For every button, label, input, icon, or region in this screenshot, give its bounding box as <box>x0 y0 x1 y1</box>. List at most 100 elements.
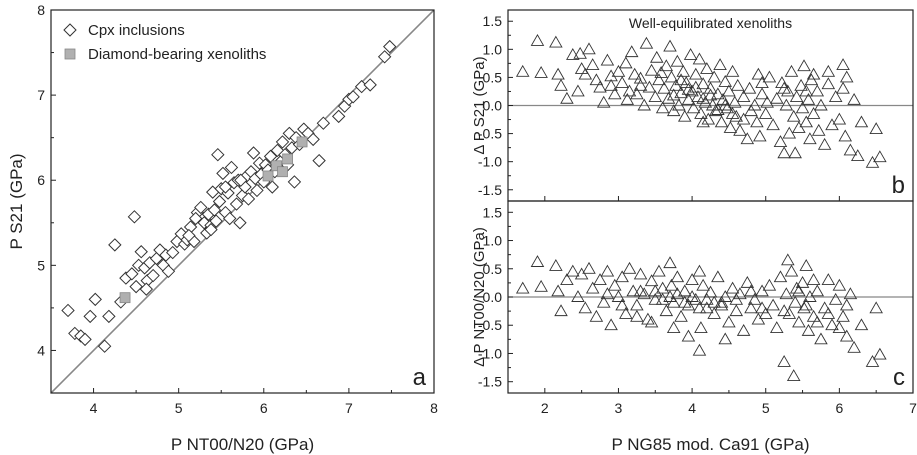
data-point-triangle <box>560 273 574 286</box>
data-point-triangle <box>642 80 657 93</box>
data-point-triangle <box>725 64 740 77</box>
y-tick-label: 4 <box>37 342 45 358</box>
data-point-triangle <box>654 66 668 78</box>
data-point-triangle <box>549 35 563 48</box>
data-point-triangle <box>664 278 679 291</box>
data-point-triangle <box>742 81 757 94</box>
data-point-triangle <box>736 112 751 125</box>
data-point-triangle <box>666 88 681 101</box>
y-tick-label: -0.5 <box>478 126 502 142</box>
data-point-triangle <box>799 259 814 271</box>
y-tick-label: 8 <box>37 2 45 18</box>
data-point-triangle <box>713 58 727 71</box>
data-point-diamond <box>363 78 377 92</box>
data-point-diamond <box>207 203 222 217</box>
data-point-diamond <box>212 194 227 209</box>
data-point-triangle <box>664 70 679 83</box>
plot-frame <box>50 9 435 394</box>
data-point-triangle <box>854 115 869 128</box>
data-point-diamond <box>78 332 92 347</box>
data-point-triangle <box>762 70 777 83</box>
data-point-triangle <box>733 123 747 136</box>
data-point-diamond <box>250 183 264 198</box>
data-point-triangle <box>806 273 821 286</box>
data-point-triangle <box>585 281 600 294</box>
data-point-triangle <box>825 318 839 331</box>
data-point-triangle <box>701 112 716 125</box>
data-point-triangle <box>637 287 652 300</box>
data-point-triangle <box>744 301 758 314</box>
panel-label: b <box>892 172 905 199</box>
data-point-square <box>271 160 282 172</box>
data-point-triangle <box>755 301 769 314</box>
data-point-triangle <box>554 78 568 91</box>
data-point-triangle <box>810 84 825 97</box>
data-point-diamond <box>223 211 237 226</box>
x-tick-label: 5 <box>175 400 183 416</box>
data-point-triangle <box>663 39 677 52</box>
data-point-square <box>282 153 294 165</box>
data-point-diamond <box>346 90 360 104</box>
data-point-triangle <box>649 50 664 63</box>
data-point-diamond <box>209 214 223 228</box>
data-point-triangle <box>611 64 626 77</box>
data-point-triangle <box>703 88 718 101</box>
data-point-triangle <box>692 52 707 65</box>
data-point-triangle <box>600 264 615 277</box>
data-point-triangle <box>566 48 580 60</box>
data-point-triangle <box>838 129 853 142</box>
data-point-triangle <box>677 109 692 122</box>
data-point-triangle <box>703 285 718 298</box>
data-point-triangle <box>611 290 626 302</box>
data-point-triangle <box>696 91 710 104</box>
data-point-triangle <box>663 256 677 269</box>
data-point-triangle <box>707 307 721 319</box>
legend: Cpx inclusions Diamond-bearing xenoliths <box>63 22 266 63</box>
data-point-triangle <box>869 301 883 314</box>
data-point-triangle <box>589 73 604 86</box>
data-point-triangle <box>596 95 611 108</box>
data-point-triangle <box>740 275 755 288</box>
data-point-triangle <box>674 73 688 86</box>
data-point-square <box>119 292 131 304</box>
data-point-triangle <box>786 109 801 122</box>
y-tick-label: 1.5 <box>483 204 503 220</box>
data-point-triangle <box>711 87 725 100</box>
data-point-diamond <box>241 192 256 206</box>
data-point-diamond <box>88 292 102 307</box>
data-point-triangle <box>779 98 794 111</box>
data-point-square <box>296 136 308 148</box>
data-point-triangle <box>869 122 883 135</box>
data-point-triangle <box>821 273 836 286</box>
y-axis-label: P S21 (GPa) <box>7 153 26 249</box>
data-point-triangle <box>619 307 633 319</box>
data-point-triangle <box>589 309 604 322</box>
data-point-triangle <box>740 132 755 145</box>
y-axis-label: Δ P NT00/N20 (GPa) <box>471 227 488 367</box>
data-point-triangle <box>729 292 744 305</box>
data-point-diamond <box>83 309 97 324</box>
data-point-triangle <box>817 137 832 150</box>
data-point-triangle <box>795 275 810 288</box>
data-point-triangle <box>839 298 854 311</box>
data-points <box>61 39 397 353</box>
data-point-triangle <box>786 369 801 382</box>
data-point-diamond <box>383 39 397 54</box>
data-point-triangle <box>641 312 655 325</box>
data-point-diamond <box>331 109 346 124</box>
data-point-triangle <box>762 278 777 291</box>
data-point-triangle <box>744 284 758 297</box>
data-point-triangle <box>725 281 740 294</box>
y-tick-label: 7 <box>37 87 45 103</box>
y-tick-label: 1.5 <box>483 13 503 29</box>
data-point-diamond <box>161 264 176 278</box>
data-point-triangle <box>582 261 596 274</box>
data-point-diamond <box>316 116 331 130</box>
data-point-triangle <box>607 87 622 100</box>
data-point-triangle <box>630 298 644 311</box>
data-point-triangle <box>694 321 708 334</box>
data-point-diamond <box>129 279 143 294</box>
data-point-triangle <box>755 87 769 100</box>
data-point-triangle <box>766 118 780 131</box>
